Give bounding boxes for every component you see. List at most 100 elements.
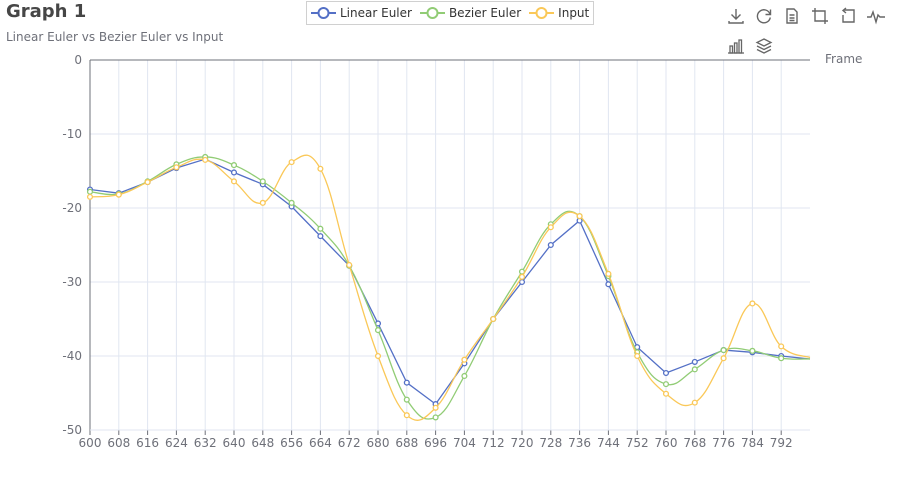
legend-label-bezier-euler: Bezier Euler — [448, 6, 522, 20]
chart-title: Graph 1 — [6, 1, 87, 22]
data-point-input[interactable] — [202, 156, 209, 163]
x-tick-label: 768 — [683, 436, 706, 450]
data-point-input[interactable] — [605, 270, 612, 277]
download-icon[interactable] — [726, 6, 746, 26]
x-tick-label: 664 — [309, 436, 332, 450]
data-point-input[interactable] — [720, 355, 727, 362]
data-point-bezier-euler[interactable] — [778, 355, 785, 362]
data-point-input[interactable] — [778, 343, 785, 350]
x-tick-label: 728 — [539, 436, 562, 450]
data-point-bezier-euler[interactable] — [259, 178, 266, 185]
legend-swatch-bezier-euler — [419, 7, 445, 19]
legend-item-input[interactable]: Input — [529, 6, 589, 20]
x-tick-label: 656 — [280, 436, 303, 450]
x-tick-label: 608 — [107, 436, 130, 450]
legend-swatch-input — [529, 7, 555, 19]
x-tick-label: 720 — [511, 436, 534, 450]
legend-label-linear-euler: Linear Euler — [340, 6, 412, 20]
series-line-bezier-euler — [89, 156, 811, 420]
chart-subtitle: Linear Euler vs Bezier Euler vs Input — [6, 30, 224, 44]
legend-swatch-linear-euler — [311, 7, 336, 19]
y-tick-label: -40 — [62, 349, 82, 363]
data-point-input[interactable] — [346, 261, 353, 269]
data-point-input[interactable] — [86, 193, 94, 200]
legend-item-bezier-euler[interactable]: Bezier Euler — [419, 6, 522, 20]
zoom-icon[interactable] — [810, 6, 830, 26]
zoom-reset-icon[interactable] — [838, 6, 858, 26]
x-tick-label: 744 — [597, 436, 620, 450]
y-tick-label: -10 — [62, 127, 82, 141]
x-tick-label: 752 — [626, 436, 649, 450]
data-point-input[interactable] — [547, 224, 554, 231]
legend: Linear Euler Bezier Euler Input — [306, 1, 595, 25]
refresh-icon[interactable] — [754, 6, 774, 26]
x-tick-label: 600 — [79, 436, 102, 450]
data-point-input[interactable] — [317, 165, 324, 172]
data-point-bezier-euler[interactable] — [86, 188, 94, 195]
data-point-bezier-euler[interactable] — [461, 372, 468, 380]
axes: 600 608 616 624 632 640 648 656 664 672 680 688 696 7… — [62, 52, 862, 450]
data-point-linear-euler[interactable] — [230, 169, 238, 176]
x-tick-label: 784 — [741, 436, 764, 450]
x-tick-label: 704 — [453, 436, 476, 450]
data-point-input[interactable] — [144, 179, 151, 186]
data-point-input[interactable] — [461, 356, 468, 363]
data-point-input[interactable] — [374, 352, 382, 360]
toolbox — [724, 4, 894, 60]
data-point-bezier-euler[interactable] — [288, 199, 295, 206]
data-point-input[interactable] — [259, 199, 266, 206]
x-tick-label: 640 — [223, 436, 246, 450]
line-chart-icon[interactable] — [866, 6, 886, 26]
legend-label-input: Input — [558, 6, 590, 20]
data-point-linear-euler[interactable] — [662, 369, 670, 377]
data-point-input[interactable] — [518, 273, 526, 280]
x-tick-label: 776 — [712, 436, 735, 450]
series-line-input — [89, 154, 811, 421]
x-tick-label: 648 — [251, 436, 274, 450]
data-point-input[interactable] — [173, 164, 180, 171]
series-input — [86, 154, 811, 421]
x-axis-label: Frame — [825, 52, 862, 66]
stack-icon[interactable] — [754, 36, 774, 56]
data-point-input[interactable] — [749, 300, 756, 307]
data-point-bezier-euler[interactable] — [720, 347, 727, 354]
x-tick-label: 792 — [770, 436, 793, 450]
data-point-linear-euler[interactable] — [547, 241, 554, 249]
data-point-input[interactable] — [490, 315, 497, 323]
bar-chart-icon[interactable] — [726, 36, 746, 56]
data-point-input[interactable] — [115, 191, 122, 198]
x-tick-label: 680 — [367, 436, 390, 450]
data-point-input[interactable] — [403, 412, 410, 419]
x-tick-label: 616 — [136, 436, 159, 450]
data-point-input[interactable] — [288, 159, 295, 166]
data-point-linear-euler[interactable] — [403, 379, 410, 386]
y-tick-label: -30 — [62, 275, 82, 289]
data-point-bezier-euler[interactable] — [230, 162, 238, 169]
data-point-bezier-euler[interactable] — [432, 414, 439, 421]
data-point-input[interactable] — [691, 399, 698, 406]
data-point-linear-euler[interactable] — [691, 358, 698, 365]
series-layer — [86, 153, 811, 421]
x-tick-label: 736 — [568, 436, 591, 450]
data-point-input[interactable] — [230, 178, 238, 185]
x-tick-label: 696 — [424, 436, 447, 450]
data-point-input[interactable] — [662, 390, 670, 397]
data-view-icon[interactable] — [782, 6, 802, 26]
data-point-input[interactable] — [432, 404, 439, 411]
data-point-bezier-euler[interactable] — [403, 396, 410, 403]
data-point-bezier-euler[interactable] — [317, 225, 324, 232]
data-point-bezier-euler[interactable] — [662, 381, 670, 388]
data-point-bezier-euler[interactable] — [749, 347, 756, 354]
legend-item-linear-euler[interactable]: Linear Euler — [311, 6, 412, 20]
data-point-input[interactable] — [634, 352, 641, 360]
y-tick-label: 0 — [74, 53, 82, 67]
data-point-bezier-euler[interactable] — [374, 327, 382, 334]
data-point-linear-euler[interactable] — [605, 281, 612, 288]
data-point-linear-euler[interactable] — [317, 233, 324, 240]
data-point-bezier-euler[interactable] — [691, 366, 698, 373]
grid — [89, 59, 810, 431]
x-tick-label: 632 — [194, 436, 217, 450]
x-tick-label: 672 — [338, 436, 361, 450]
data-point-input[interactable] — [576, 213, 583, 220]
